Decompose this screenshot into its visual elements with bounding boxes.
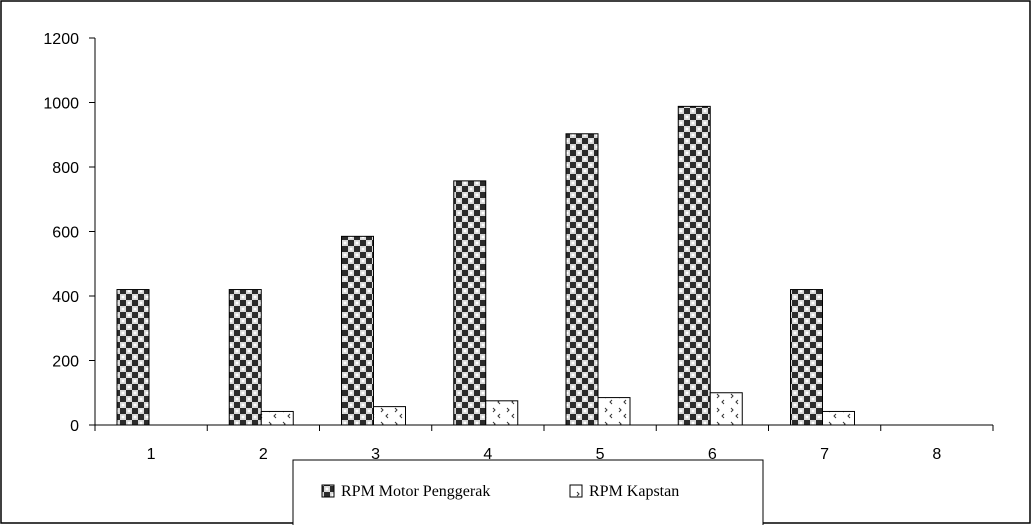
x-tick-label: 1 [147, 446, 156, 463]
bar-kapstan [709, 392, 743, 426]
y-tick-label: 0 [70, 418, 79, 435]
x-tick-label: 8 [932, 446, 941, 463]
x-tick-label: 3 [371, 446, 380, 463]
bar-motor-penggerak [677, 105, 711, 426]
y-tick-label: 800 [52, 160, 79, 177]
legend-swatch-kapstan [569, 484, 583, 498]
y-tick-label: 200 [52, 354, 79, 371]
bar-kapstan [597, 397, 631, 426]
x-tick-label: 6 [708, 446, 717, 463]
bar-motor-penggerak [565, 133, 599, 426]
x-tick-label: 5 [596, 446, 605, 463]
y-axis-ticks: 0 200 400 600 800 1000 1200 [43, 31, 95, 435]
bar-motor-penggerak [341, 235, 374, 426]
bar-motor-penggerak [453, 180, 487, 426]
bar-motor-penggerak [790, 289, 823, 426]
y-tick-label: 600 [52, 225, 79, 242]
legend-label-kapstan: RPM Kapstan [589, 483, 679, 500]
legend-label-motor: RPM Motor Penggerak [341, 483, 490, 500]
legend: RPM Motor Penggerak RPM Kapstan [292, 459, 764, 529]
x-tick-label: 4 [483, 446, 492, 463]
y-tick-label: 1200 [43, 31, 79, 48]
x-tick-label: 7 [820, 446, 829, 463]
bar-kapstan [485, 400, 519, 426]
bar-motor-penggerak [228, 289, 262, 426]
bar-kapstan [373, 406, 406, 426]
bar-kapstan [260, 410, 294, 426]
bar-kapstan [822, 410, 855, 426]
bar-series [116, 105, 855, 426]
legend-swatch-motor [321, 484, 335, 498]
y-tick-label: 1000 [43, 96, 79, 113]
x-axis-ticks: 1 2 3 4 5 6 7 8 [94, 425, 994, 463]
x-tick-label: 2 [259, 446, 268, 463]
bar-motor-penggerak [116, 289, 150, 426]
y-tick-label: 400 [52, 289, 79, 306]
legend-box [292, 459, 764, 529]
